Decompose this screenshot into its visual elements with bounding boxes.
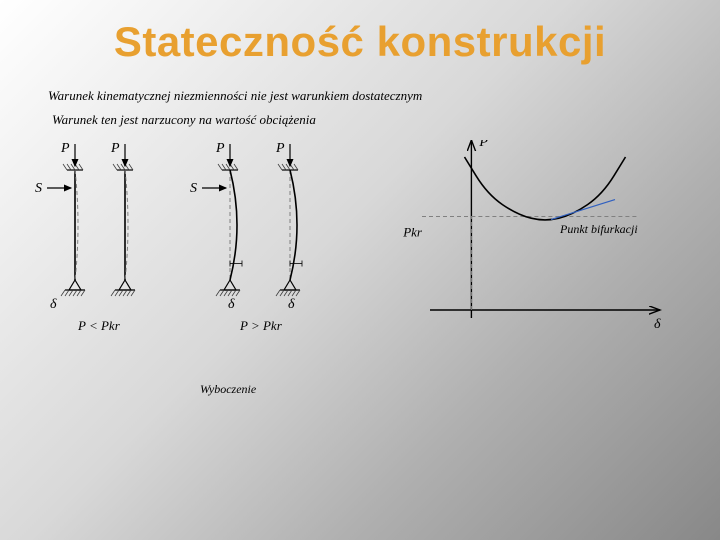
- svg-text:S: S: [35, 181, 42, 196]
- diagram-svg: P S Pδ P < Pkr P S Pδ δ P > Pkr δ P Pkr: [30, 140, 690, 370]
- diagram-area: P S Pδ P < Pkr P S Pδ δ P > Pkr δ P Pkr: [30, 140, 690, 370]
- svg-text:P: P: [110, 141, 120, 156]
- column-group-supercritical: P S Pδ δ P > Pkr: [190, 141, 302, 333]
- condition-text-1: Warunek kinematycznej niezmienności nie …: [48, 88, 422, 104]
- svg-text:P: P: [60, 141, 70, 156]
- svg-text:P: P: [478, 140, 488, 150]
- condition-text-2: Warunek ten jest narzucony na wartość ob…: [52, 112, 316, 128]
- bifurcation-chart: δ P Pkr: [402, 140, 661, 332]
- svg-text:S: S: [190, 181, 197, 196]
- svg-text:δ: δ: [288, 297, 295, 312]
- svg-text:δ: δ: [228, 297, 235, 312]
- svg-text:P: P: [215, 141, 225, 156]
- page-title: Stateczność konstrukcji: [0, 18, 720, 66]
- svg-text:δ: δ: [50, 297, 57, 312]
- column-group-subcritical: P S Pδ P < Pkr: [35, 141, 135, 333]
- svg-text:Pkr: Pkr: [402, 225, 423, 240]
- svg-text:δ: δ: [654, 317, 661, 332]
- buckling-caption: Wyboczenie: [200, 382, 256, 397]
- svg-text:P > Pkr: P > Pkr: [239, 318, 283, 333]
- svg-text:P: P: [275, 141, 285, 156]
- svg-text:P < Pkr: P < Pkr: [77, 318, 121, 333]
